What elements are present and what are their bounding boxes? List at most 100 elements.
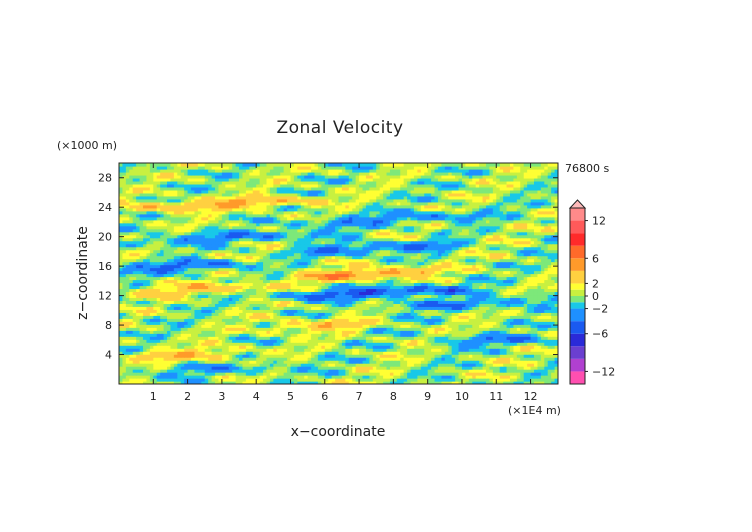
field-cell bbox=[362, 321, 367, 325]
field-cell bbox=[232, 294, 237, 298]
field-cell bbox=[413, 315, 418, 319]
field-cell bbox=[492, 312, 497, 316]
field-cell bbox=[273, 312, 278, 316]
field-cell bbox=[204, 342, 209, 346]
field-cell bbox=[434, 321, 439, 325]
field-cell bbox=[475, 378, 480, 382]
field-cell bbox=[496, 321, 501, 325]
field-cell bbox=[170, 294, 175, 298]
field-cell bbox=[383, 285, 388, 290]
field-cell bbox=[523, 345, 528, 349]
field-cell bbox=[187, 363, 192, 367]
field-cell bbox=[156, 297, 161, 301]
field-cell bbox=[119, 363, 124, 367]
field-cell bbox=[540, 375, 545, 379]
field-cell bbox=[201, 354, 206, 358]
field-cell bbox=[386, 354, 391, 358]
field-cell bbox=[496, 285, 501, 290]
field-cell bbox=[496, 327, 501, 331]
field-cell bbox=[335, 345, 340, 349]
field-cell bbox=[448, 357, 453, 361]
field-cell bbox=[355, 339, 360, 343]
field-cell bbox=[383, 354, 388, 358]
field-cell bbox=[256, 369, 261, 373]
field-cell bbox=[410, 381, 415, 384]
field-cell bbox=[417, 333, 422, 337]
field-cell bbox=[427, 378, 432, 382]
field-cell bbox=[324, 363, 329, 367]
field-cell bbox=[516, 369, 521, 373]
field-cell bbox=[352, 321, 357, 325]
field-cell bbox=[194, 318, 199, 322]
field-cell bbox=[276, 309, 281, 313]
field-cell bbox=[455, 318, 460, 322]
field-cell bbox=[191, 282, 196, 287]
field-cell bbox=[485, 381, 491, 384]
field-cell bbox=[475, 333, 480, 337]
field-cell bbox=[300, 309, 305, 313]
field-cell bbox=[479, 330, 484, 334]
field-cell bbox=[328, 351, 333, 355]
field-cell bbox=[434, 348, 439, 352]
field-cell bbox=[527, 312, 532, 316]
field-cell bbox=[386, 351, 391, 355]
field-cell bbox=[441, 294, 446, 298]
field-cell bbox=[119, 291, 124, 296]
field-cell bbox=[173, 321, 178, 325]
field-cell bbox=[393, 333, 398, 337]
field-cell bbox=[345, 324, 350, 328]
field-cell bbox=[167, 357, 172, 361]
field-cell bbox=[544, 375, 549, 379]
field-cell bbox=[509, 300, 515, 304]
field-cell bbox=[544, 288, 549, 293]
field-cell bbox=[365, 339, 370, 343]
field-cell bbox=[359, 378, 364, 382]
field-cell bbox=[369, 327, 374, 331]
field-cell bbox=[167, 345, 172, 349]
field-cell bbox=[259, 324, 264, 328]
field-cell bbox=[187, 360, 192, 364]
field-cell bbox=[520, 369, 525, 373]
field-cell bbox=[136, 351, 141, 355]
field-cell bbox=[540, 327, 545, 331]
field-cell bbox=[506, 327, 511, 331]
field-cell bbox=[396, 351, 401, 355]
field-cell bbox=[427, 381, 432, 384]
field-cell bbox=[482, 330, 487, 334]
field-cell bbox=[441, 342, 446, 346]
field-cell bbox=[448, 309, 453, 313]
field-cell bbox=[533, 294, 539, 298]
field-cell bbox=[335, 318, 340, 322]
field-cell bbox=[266, 318, 271, 322]
field-cell bbox=[420, 342, 425, 346]
field-cell bbox=[420, 327, 425, 331]
field-cell bbox=[242, 357, 247, 361]
field-cell bbox=[239, 348, 244, 352]
field-cell bbox=[554, 321, 558, 325]
field-cell bbox=[396, 348, 401, 352]
field-cell bbox=[403, 354, 408, 358]
field-cell bbox=[252, 330, 257, 334]
field-cell bbox=[314, 300, 319, 304]
field-cell bbox=[537, 327, 542, 331]
field-cell bbox=[544, 312, 549, 316]
field-cell bbox=[386, 378, 391, 382]
field-cell bbox=[149, 312, 154, 316]
field-cell bbox=[245, 354, 250, 358]
field-cell bbox=[527, 294, 532, 298]
field-cell bbox=[191, 348, 196, 352]
field-cell bbox=[431, 303, 436, 307]
field-cell bbox=[215, 342, 220, 346]
field-cell bbox=[489, 321, 494, 325]
field-cell bbox=[139, 282, 144, 287]
field-cell bbox=[540, 360, 545, 364]
field-cell bbox=[187, 336, 192, 340]
field-cell bbox=[256, 354, 261, 358]
field-cell bbox=[122, 315, 127, 319]
field-cell bbox=[245, 285, 250, 290]
field-cell bbox=[455, 345, 460, 349]
field-cell bbox=[297, 339, 302, 343]
field-cell bbox=[173, 336, 178, 340]
field-cell bbox=[276, 300, 281, 304]
field-cell bbox=[434, 369, 439, 373]
